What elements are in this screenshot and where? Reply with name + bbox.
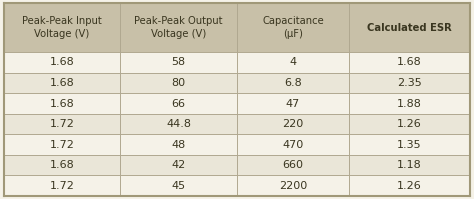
Text: Peak-Peak Output
Voltage (V): Peak-Peak Output Voltage (V): [135, 16, 223, 39]
Text: 220: 220: [283, 119, 303, 129]
Text: 1.68: 1.68: [50, 58, 74, 67]
Text: 1.88: 1.88: [397, 99, 422, 109]
Text: 1.72: 1.72: [50, 140, 74, 150]
Text: 1.26: 1.26: [397, 119, 422, 129]
Text: 47: 47: [286, 99, 300, 109]
Text: 1.68: 1.68: [50, 99, 74, 109]
Text: 48: 48: [172, 140, 186, 150]
Text: Capacitance
(μF): Capacitance (μF): [262, 16, 324, 39]
Text: 58: 58: [172, 58, 186, 67]
Text: 1.68: 1.68: [397, 58, 422, 67]
Text: Peak-Peak Input
Voltage (V): Peak-Peak Input Voltage (V): [22, 16, 102, 39]
Text: 1.68: 1.68: [50, 160, 74, 170]
Text: 44.8: 44.8: [166, 119, 191, 129]
Text: 42: 42: [172, 160, 186, 170]
Text: 2200: 2200: [279, 181, 307, 191]
Text: 470: 470: [283, 140, 303, 150]
Text: 1.35: 1.35: [397, 140, 422, 150]
Text: Calculated ESR: Calculated ESR: [367, 23, 452, 33]
Text: 1.72: 1.72: [50, 181, 74, 191]
Text: 1.26: 1.26: [397, 181, 422, 191]
Text: 2.35: 2.35: [397, 78, 422, 88]
Text: 66: 66: [172, 99, 186, 109]
Text: 660: 660: [283, 160, 303, 170]
Text: 4: 4: [290, 58, 297, 67]
Text: 1.72: 1.72: [50, 119, 74, 129]
Text: 6.8: 6.8: [284, 78, 302, 88]
Text: 1.18: 1.18: [397, 160, 422, 170]
Text: 45: 45: [172, 181, 186, 191]
Text: 1.68: 1.68: [50, 78, 74, 88]
Text: 80: 80: [172, 78, 186, 88]
